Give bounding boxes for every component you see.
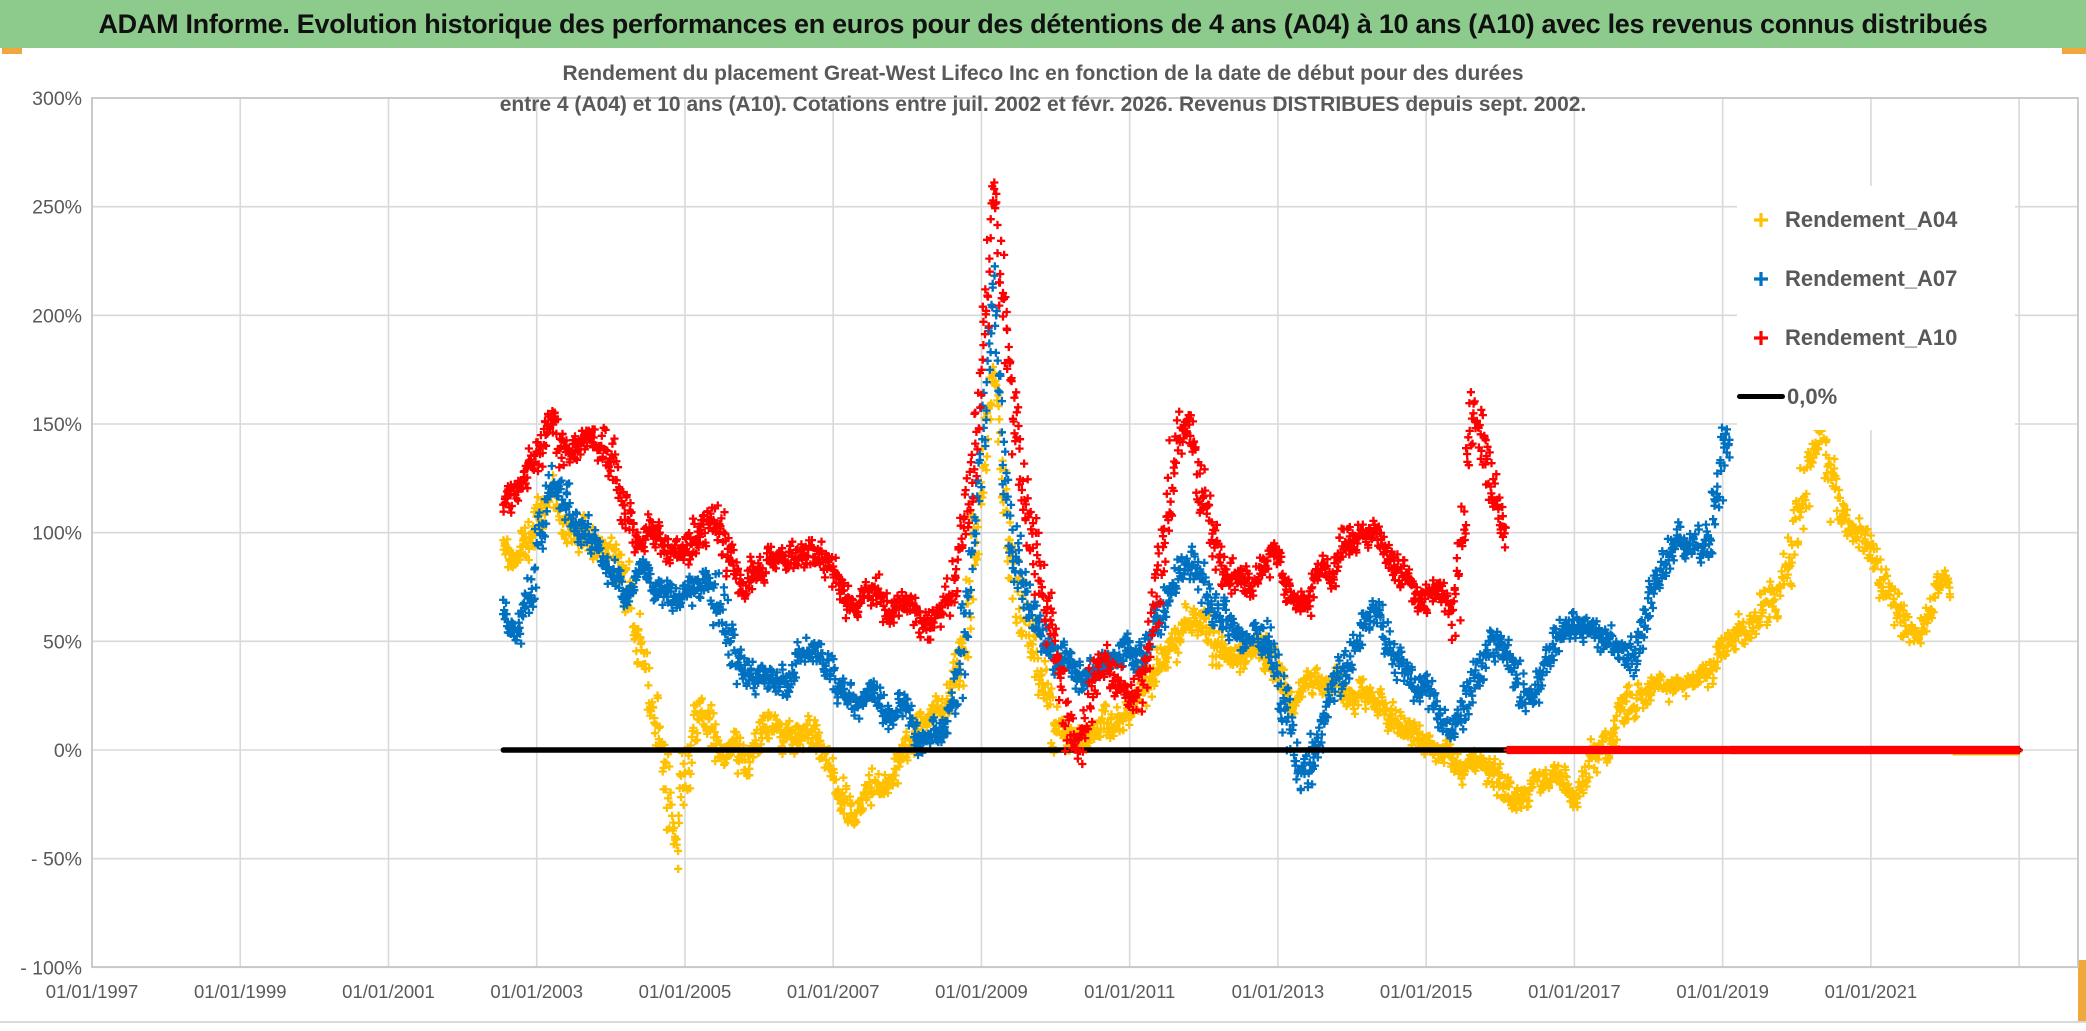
legend-label: 0,0% bbox=[1787, 383, 1838, 409]
plot-frame bbox=[91, 97, 2079, 968]
x-axis-tick-label: 01/01/2009 bbox=[935, 981, 1028, 1002]
y-axis-tick-label: 0% bbox=[54, 740, 82, 762]
y-axis-tick-label: 300% bbox=[32, 88, 82, 110]
series-rendement-a10 bbox=[499, 178, 2023, 769]
legend-item-rendement-a04[interactable]: Rendement_A04 bbox=[1737, 190, 2015, 249]
chart-title-line-2: entre 4 (A04) et 10 ans (A10). Cotations… bbox=[499, 93, 1587, 116]
x-axis-tick-label: 01/01/2011 bbox=[1084, 981, 1175, 1002]
x-axis-tick-label: 01/01/2019 bbox=[1676, 981, 1769, 1002]
x-axis-tick-label: 01/01/2005 bbox=[639, 981, 732, 1002]
y-axis-tick-label: - 100% bbox=[20, 957, 82, 979]
legend-item-rendement-a07[interactable]: Rendement_A07 bbox=[1737, 249, 2015, 308]
chart-title: Rendement du placement Great-West Lifeco… bbox=[0, 58, 2086, 120]
legend-label: Rendement_A10 bbox=[1785, 324, 1958, 350]
y-axis-tick-label: 50% bbox=[43, 631, 82, 653]
plus-marker-icon bbox=[1737, 330, 1785, 346]
x-axis-tick-label: 01/01/2007 bbox=[787, 981, 880, 1002]
x-axis-tick-label: 01/01/2003 bbox=[490, 981, 583, 1002]
chart-title-line-1: Rendement du placement Great-West Lifeco… bbox=[562, 62, 1524, 85]
header-bar: ADAM Informe. Evolution historique des p… bbox=[0, 0, 2086, 48]
y-axis-tick-label: 250% bbox=[32, 197, 82, 219]
x-axis-tick-label: 01/01/1999 bbox=[194, 981, 287, 1002]
zero-line-sample-icon bbox=[1737, 394, 1785, 399]
gold-corner-accent-left bbox=[2, 48, 22, 54]
x-axis-tick-label: 01/01/2021 bbox=[1825, 981, 1918, 1002]
gold-corner-accent-right bbox=[2062, 48, 2086, 54]
x-axis-tick-label: 01/01/1997 bbox=[46, 981, 139, 1002]
x-axis-tick-label: 01/01/2013 bbox=[1232, 981, 1325, 1002]
chart-object-bottom-edge bbox=[0, 1021, 2086, 1023]
legend-item-0-0-[interactable]: 0,0% bbox=[1737, 367, 2015, 426]
y-axis-tick-label: 150% bbox=[32, 414, 82, 436]
y-axis-tick-label: - 50% bbox=[31, 849, 82, 871]
x-axis-tick-label: 01/01/2017 bbox=[1528, 981, 1621, 1002]
x-axis-tick-label: 01/01/2015 bbox=[1380, 981, 1473, 1002]
gold-edge-accent-bottom-right bbox=[2078, 960, 2086, 1021]
y-axis-tick-label: 200% bbox=[32, 305, 82, 327]
legend-label: Rendement_A04 bbox=[1785, 206, 1958, 232]
plus-marker-icon bbox=[1737, 271, 1785, 287]
page-title: ADAM Informe. Evolution historique des p… bbox=[98, 8, 1988, 39]
series-rendement-a04 bbox=[499, 362, 2023, 873]
legend-label: Rendement_A07 bbox=[1785, 265, 1958, 291]
legend-item-rendement-a10[interactable]: Rendement_A10 bbox=[1737, 308, 2015, 367]
chart-legend: Rendement_A04 Rendement_A07 Rendement_A10 0… bbox=[1737, 186, 2015, 430]
plus-marker-icon bbox=[1737, 212, 1785, 228]
x-axis-tick-label: 01/01/2001 bbox=[342, 981, 435, 1002]
y-axis-tick-label: 100% bbox=[32, 523, 82, 545]
